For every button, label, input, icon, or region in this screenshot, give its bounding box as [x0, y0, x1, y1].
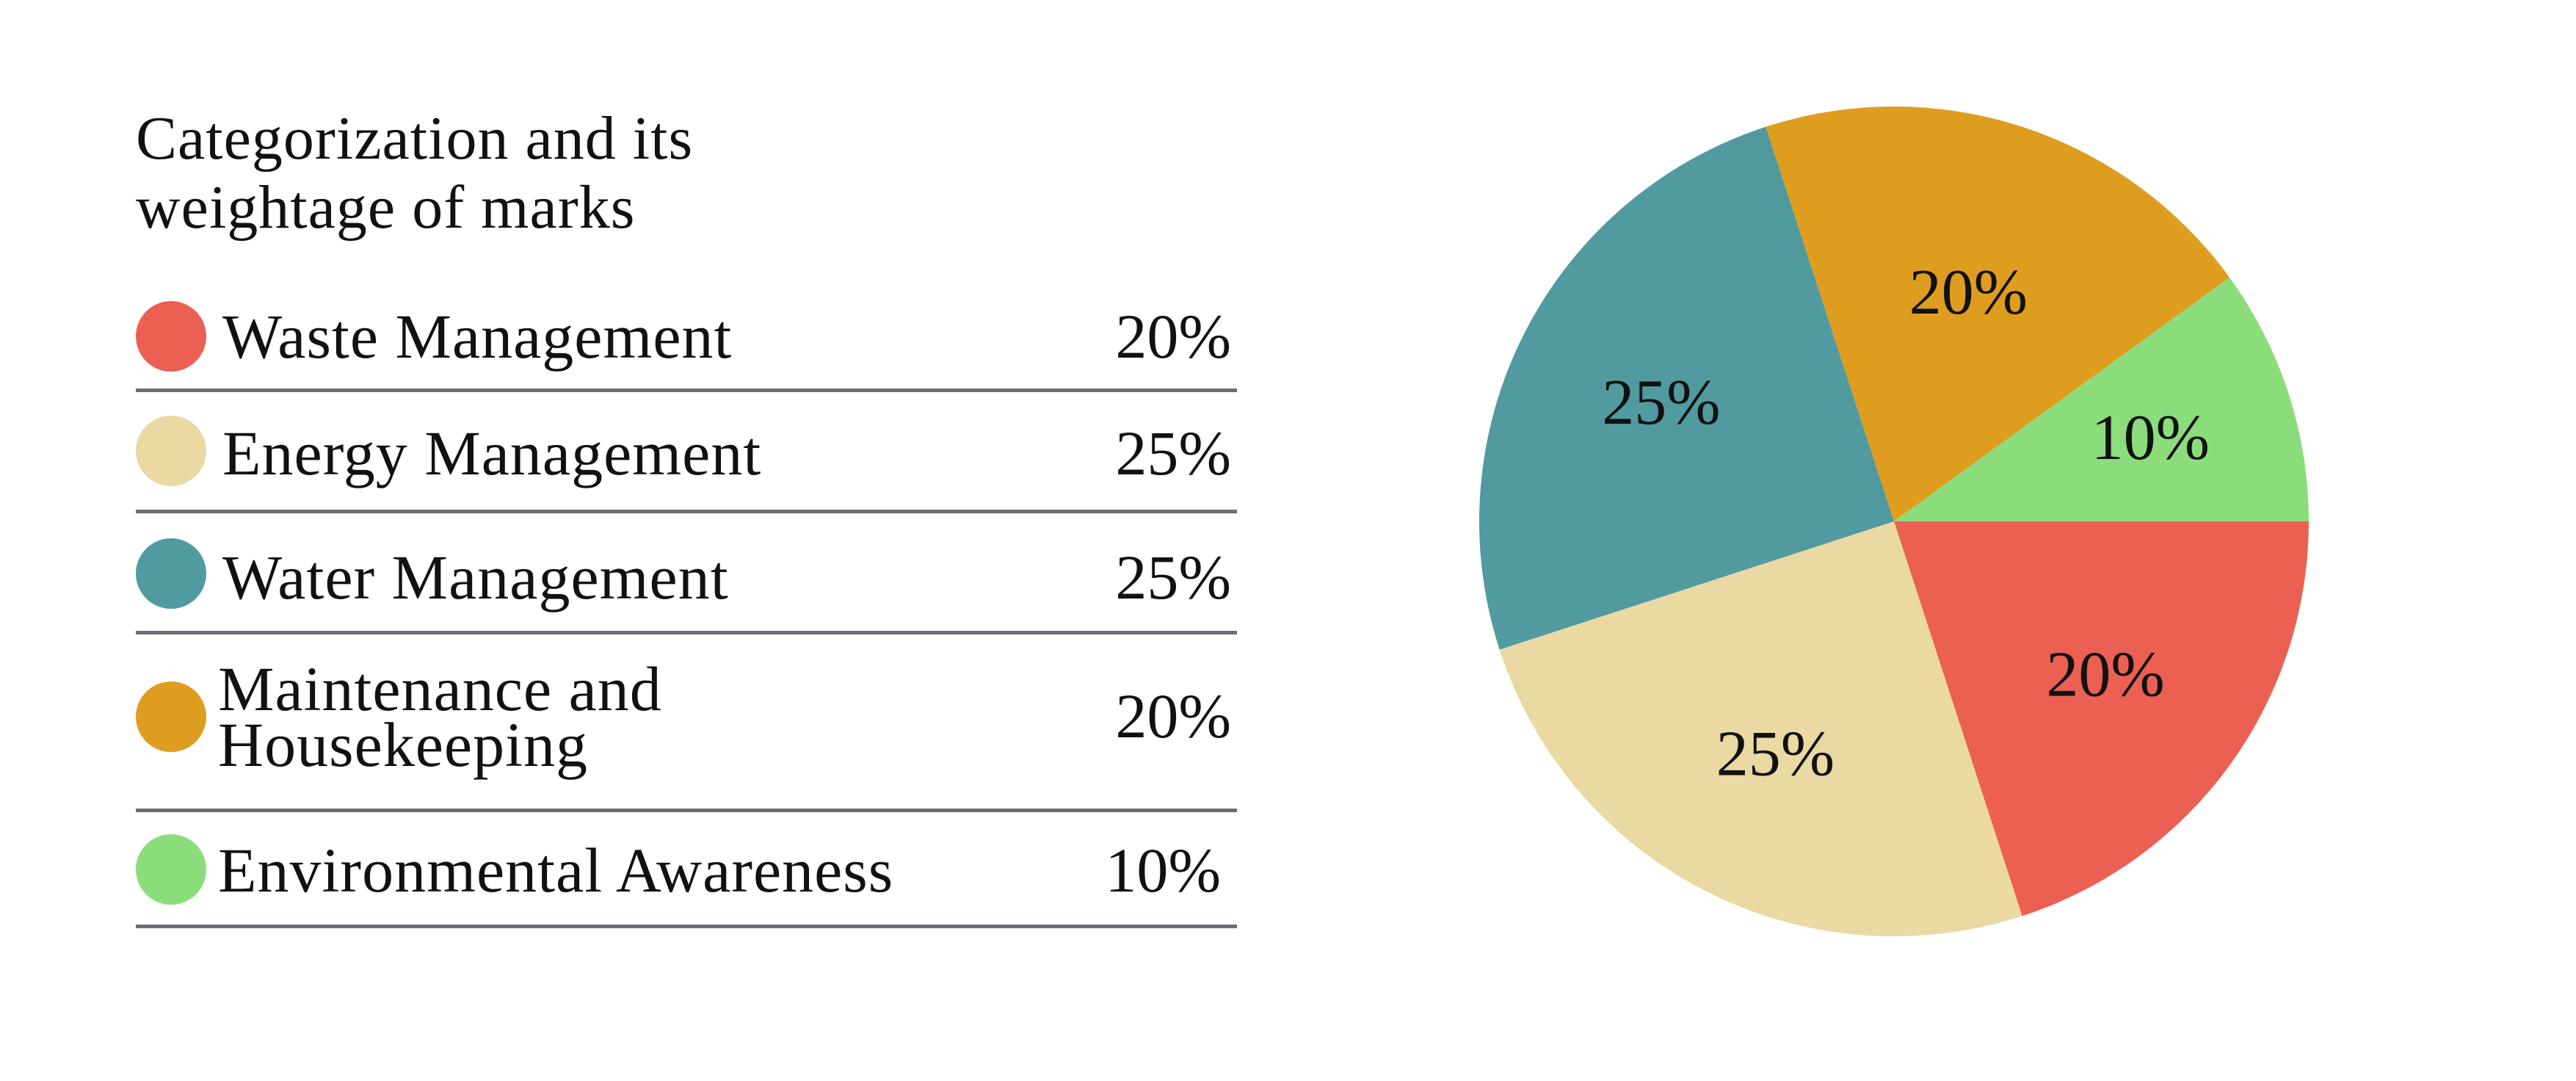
chart-title-line-1: Categorization and its: [136, 104, 694, 173]
pie-label-water-management: 25%: [1602, 367, 1720, 438]
legend-swatch-maintenance-and-housekeeping: [136, 682, 206, 752]
legend-value-environmental-awareness: 10%: [1105, 835, 1221, 905]
legend-value-waste-management: 20%: [1115, 301, 1231, 372]
chart-title: Categorization and its weightage of mark…: [136, 104, 943, 242]
chart-title-line-2: weightage of marks: [136, 173, 636, 242]
legend-value-maintenance-and-housekeeping: 20%: [1115, 681, 1231, 751]
pie-slice-maintenance-and-housekeeping: [1766, 106, 2230, 522]
legend-value-energy-management: 25%: [1115, 418, 1231, 488]
pie-slice-water-management: [1479, 126, 1894, 650]
legend-label-energy-management: Energy Management: [222, 418, 762, 488]
legend-item-water-management: Water Management 25%: [136, 513, 1237, 634]
pie-label-energy-management: 25%: [1716, 719, 1835, 790]
legend-value-water-management: 25%: [1115, 542, 1231, 612]
legend: Waste Management 20% Energy Management 2…: [136, 290, 1237, 928]
legend-swatch-waste-management: [136, 301, 206, 372]
pie-slice-energy-management: [1499, 521, 2022, 936]
legend-item-energy-management: Energy Management 25%: [136, 392, 1237, 513]
pie-label-maintenance-and-housekeeping: 20%: [1909, 257, 2028, 328]
legend-item-environmental-awareness: Environmental Awareness 10%: [136, 812, 1237, 928]
legend-swatch-energy-management: [136, 416, 206, 486]
pie-label-environmental-awareness: 10%: [2091, 402, 2210, 474]
legend-item-maintenance-and-housekeeping: Maintenance and Housekeeping 20%: [136, 634, 1237, 812]
legend-item-waste-management: Waste Management 20%: [136, 290, 1237, 392]
pie-chart-svg: 20% 25% 25% 20% 10%: [1479, 106, 2309, 936]
pie-label-waste-management: 20%: [2046, 640, 2164, 711]
pie-slice-environmental-awareness: [1894, 277, 2309, 521]
legend-swatch-water-management: [136, 538, 206, 609]
legend-label-maintenance-and-housekeeping: Maintenance and Housekeeping: [218, 654, 662, 780]
legend-label-water-management: Water Management: [222, 542, 729, 612]
pie-slice-waste-management: [1894, 521, 2309, 916]
legend-label-waste-management: Waste Management: [222, 301, 733, 372]
pie-chart: 20% 25% 25% 20% 10%: [1468, 95, 2320, 947]
legend-swatch-environmental-awareness: [136, 834, 206, 905]
legend-label-environmental-awareness: Environmental Awareness: [218, 835, 894, 905]
